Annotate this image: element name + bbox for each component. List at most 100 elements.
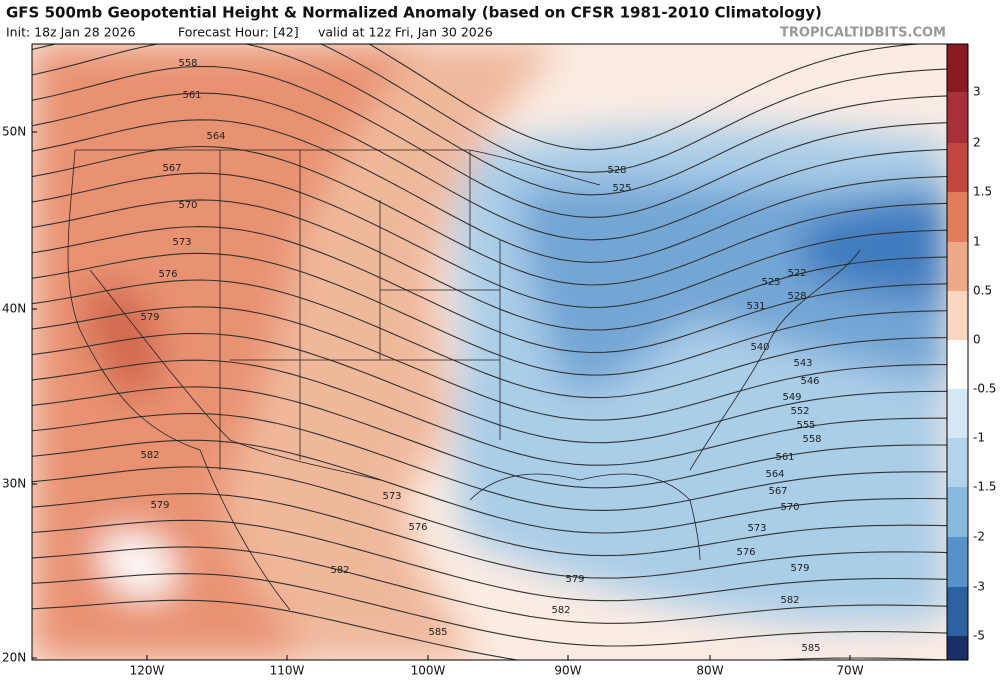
contour-label: 561: [182, 90, 201, 101]
lon-label: 80W: [696, 664, 723, 678]
contour-label: 582: [140, 450, 159, 461]
contour-line: [32, 573, 947, 647]
lat-label: 30N: [2, 477, 26, 491]
colorbar-segment: [947, 291, 968, 340]
colorbar-segment: [947, 587, 968, 636]
contour-label: 555: [796, 420, 815, 431]
contour-label: 525: [761, 277, 780, 288]
contour-label: 564: [765, 469, 784, 480]
colorbar-label: -5: [973, 629, 985, 643]
lon-label: 120W: [130, 664, 165, 678]
colorbar-segment: [947, 143, 968, 192]
contour-line: [32, 599, 947, 660]
contour-label: 582: [551, 605, 570, 616]
contour-label: 528: [607, 165, 626, 176]
lat-label: 20N: [2, 651, 26, 665]
contour-label: 570: [178, 200, 197, 211]
contour-line: [32, 172, 947, 309]
borders: [67, 149, 861, 611]
colorbar-segment: [947, 438, 968, 487]
contour-line: [32, 92, 947, 241]
colorbar-label: -3: [973, 580, 985, 594]
contour-line: [32, 119, 947, 263]
contour-label: 582: [780, 595, 799, 606]
lon-label: 110W: [270, 664, 305, 678]
init-time: Init: 18z Jan 28 2026: [6, 25, 136, 40]
contour-label: 573: [172, 237, 191, 248]
contour-label: 561: [775, 452, 794, 463]
contour-line: [32, 413, 947, 511]
contour-label: 567: [162, 163, 181, 174]
contour-label: 585: [801, 643, 820, 654]
contour-label: 567: [768, 486, 787, 497]
colorbar-label: -1.5: [973, 480, 996, 494]
contour-line: [32, 332, 947, 444]
forecast-hour: Forecast Hour: [42]: [178, 25, 299, 40]
contour-label: 582: [330, 565, 349, 576]
contour-label: 558: [802, 434, 821, 445]
colorbar-label: 1: [973, 235, 981, 249]
contour-label: 576: [408, 522, 427, 533]
contour-label: 522: [787, 268, 806, 279]
contour-line: [32, 65, 947, 218]
lat-label: 40N: [2, 302, 26, 316]
colorbar-segment: [947, 389, 968, 438]
height-contours: [32, 44, 947, 660]
contour-line: [32, 466, 947, 557]
colorbar-segment: [947, 92, 968, 143]
contour-line: [32, 359, 947, 466]
colorbar-label: -1: [973, 431, 985, 445]
contour-label: 531: [746, 301, 765, 312]
contour-line: [32, 546, 947, 624]
contour-line: [32, 279, 947, 399]
contour-label: 579: [140, 312, 159, 323]
contour-label: 576: [736, 547, 755, 558]
contour-label: 573: [382, 491, 401, 502]
contour-line: [32, 306, 947, 421]
contour-line: [32, 439, 947, 534]
colorbar-label: 3: [973, 85, 981, 99]
colorbar-segment: [947, 340, 968, 389]
colorbar-label: 0: [973, 333, 981, 347]
colorbar-label: 2: [973, 136, 981, 150]
colorbar-segment: [947, 242, 968, 291]
contour-label: 525: [612, 183, 631, 194]
contour-line: [32, 252, 947, 376]
contour-line: [32, 226, 947, 354]
map-area: [32, 44, 947, 660]
contour-line: [32, 493, 947, 579]
colorbar-segment: [947, 487, 968, 537]
contour-label: 570: [780, 502, 799, 513]
contour-line: [32, 386, 947, 489]
colorbar-segment: [947, 636, 968, 660]
lon-label: 70W: [836, 664, 863, 678]
contour-label: 546: [800, 376, 819, 387]
contour-label: 579: [790, 563, 809, 574]
contour-line: [32, 199, 947, 331]
colorbar-segment: [947, 537, 968, 587]
contour-label: 540: [750, 342, 769, 353]
lon-label: 100W: [411, 664, 446, 678]
contour-line: [368, 44, 926, 151]
contour-label: 552: [790, 406, 809, 417]
colorbar-frame: [946, 43, 969, 661]
labels: 3 2 1.5 1 0.5 0 -0.5 -1 -1.5 -2 -3 -5 50N 40N 30N 20N 12…: [2, 58, 996, 678]
colorbar-label: -0.5: [973, 382, 996, 396]
contour-line: [32, 44, 947, 196]
credit: TROPICALTIDBITS.COM: [780, 26, 946, 41]
lon-label: 90W: [554, 664, 581, 678]
contour-label: 549: [782, 392, 801, 403]
contour-label: 579: [565, 574, 584, 585]
contour-label: 564: [206, 131, 225, 142]
contour-line: [32, 519, 947, 602]
contour-label: 579: [150, 500, 169, 511]
contour-label: 528: [787, 291, 806, 302]
contour-label: 543: [793, 358, 812, 369]
colorbar-segment: [947, 44, 968, 92]
colorbar: [946, 43, 969, 661]
contour-line: [32, 44, 947, 173]
contour-line: [32, 145, 947, 286]
title: GFS 500mb Geopotential Height & Normaliz…: [6, 4, 822, 22]
colorbar-label: 1.5: [973, 185, 992, 199]
